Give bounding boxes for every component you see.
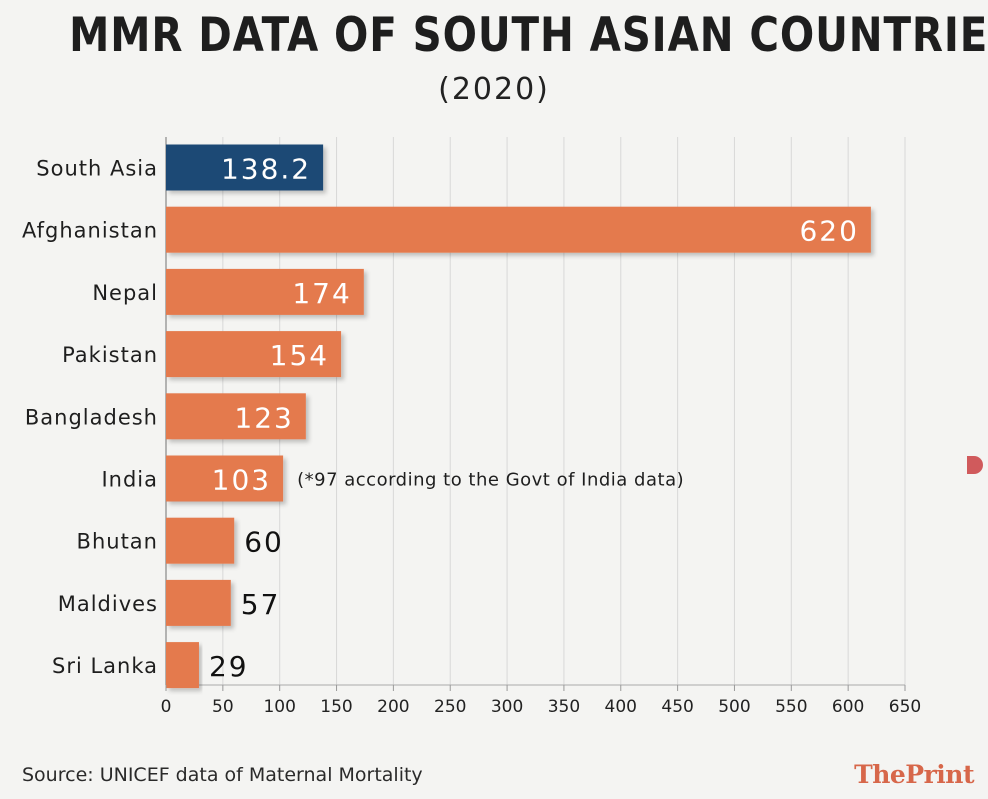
category-label: Nepal [92, 281, 158, 305]
category-label: South Asia [36, 157, 158, 181]
category-label: Bangladesh [25, 405, 158, 429]
x-tick-label: 550 [775, 697, 807, 717]
x-tick-label: 400 [605, 697, 637, 717]
bar [166, 144, 324, 191]
x-tick-label: 150 [320, 697, 352, 717]
x-tick-label: 50 [212, 697, 234, 717]
category-label: Afghanistan [22, 219, 158, 243]
bar [166, 455, 284, 502]
value-label: 174 [292, 277, 351, 310]
x-tick-label: 0 [161, 697, 172, 717]
chart-title: MMR DATA OF SOUTH ASIAN COUNTRIES [69, 8, 988, 63]
x-tick-label: 650 [889, 697, 921, 717]
x-tick-label: 250 [434, 697, 466, 717]
value-label: 154 [270, 339, 329, 372]
category-label: Bhutan [77, 530, 158, 554]
value-label: 123 [234, 401, 293, 434]
value-label: 29 [209, 650, 249, 683]
india-annotation: (*97 according to the Govt of India data… [297, 470, 684, 491]
brand-logo: ThePrint [854, 760, 974, 789]
source-note: Source: UNICEF data of Maternal Mortalit… [22, 764, 423, 786]
bar-chart: South Asia 138.2 Afghanistan 620 Nepal 174 Pak… [22, 137, 921, 717]
x-tick-label: 500 [718, 697, 750, 717]
bar [166, 393, 306, 440]
chart-subtitle: (2020) [438, 72, 550, 107]
value-label: 138.2 [221, 153, 311, 186]
x-tick-label: 450 [661, 697, 693, 717]
bar [166, 268, 364, 315]
side-tab-marker [967, 456, 983, 474]
x-tick-label: 100 [263, 697, 295, 717]
category-label: Pakistan [62, 343, 158, 367]
x-tick-label: 600 [832, 697, 864, 717]
x-tick-label: 300 [491, 697, 523, 717]
value-label: 103 [212, 464, 271, 497]
value-label: 60 [244, 526, 284, 559]
bar [166, 206, 871, 253]
value-label: 620 [799, 215, 858, 248]
category-label: India [101, 468, 158, 492]
bar [166, 331, 342, 378]
category-label: Sri Lanka [52, 654, 158, 678]
value-label: 57 [241, 588, 281, 621]
category-label: Maldives [58, 592, 158, 616]
x-tick-label: 350 [548, 697, 580, 717]
bar [166, 579, 231, 626]
bar [166, 517, 235, 564]
bar [166, 642, 199, 689]
x-tick-label: 200 [377, 697, 409, 717]
